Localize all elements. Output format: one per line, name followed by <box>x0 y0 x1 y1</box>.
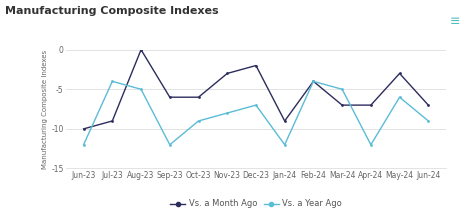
Vs. a Month Ago <box>196 96 201 98</box>
Vs. a Month Ago <box>368 104 374 106</box>
Vs. a Year Ago <box>368 143 374 146</box>
Vs. a Year Ago <box>167 143 173 146</box>
Vs. a Year Ago <box>397 96 402 98</box>
Vs. a Year Ago <box>339 88 345 91</box>
Vs. a Year Ago <box>138 88 144 91</box>
Vs. a Year Ago <box>109 80 115 83</box>
Vs. a Year Ago <box>253 104 259 106</box>
Vs. a Month Ago <box>310 80 316 83</box>
Vs. a Month Ago <box>253 64 259 67</box>
Text: ≡: ≡ <box>449 15 460 28</box>
Vs. a Month Ago <box>224 72 230 75</box>
Vs. a Month Ago <box>109 120 115 122</box>
Vs. a Year Ago <box>282 143 288 146</box>
Vs. a Month Ago <box>81 128 86 130</box>
Vs. a Year Ago <box>196 120 201 122</box>
Vs. a Month Ago <box>167 96 173 98</box>
Vs. a Year Ago <box>224 112 230 114</box>
Vs. a Year Ago <box>81 143 86 146</box>
Vs. a Month Ago <box>138 48 144 51</box>
Line: Vs. a Month Ago: Vs. a Month Ago <box>82 48 430 130</box>
Vs. a Year Ago <box>310 80 316 83</box>
Line: Vs. a Year Ago: Vs. a Year Ago <box>82 80 430 146</box>
Y-axis label: Manufacturing Composite Indexes: Manufacturing Composite Indexes <box>43 49 48 169</box>
Vs. a Month Ago <box>426 104 431 106</box>
Vs. a Month Ago <box>397 72 402 75</box>
Vs. a Month Ago <box>339 104 345 106</box>
Vs. a Year Ago <box>426 120 431 122</box>
Vs. a Month Ago <box>282 120 288 122</box>
Legend: Vs. a Month Ago, Vs. a Year Ago: Vs. a Month Ago, Vs. a Year Ago <box>167 196 345 212</box>
Text: Manufacturing Composite Indexes: Manufacturing Composite Indexes <box>5 6 219 16</box>
